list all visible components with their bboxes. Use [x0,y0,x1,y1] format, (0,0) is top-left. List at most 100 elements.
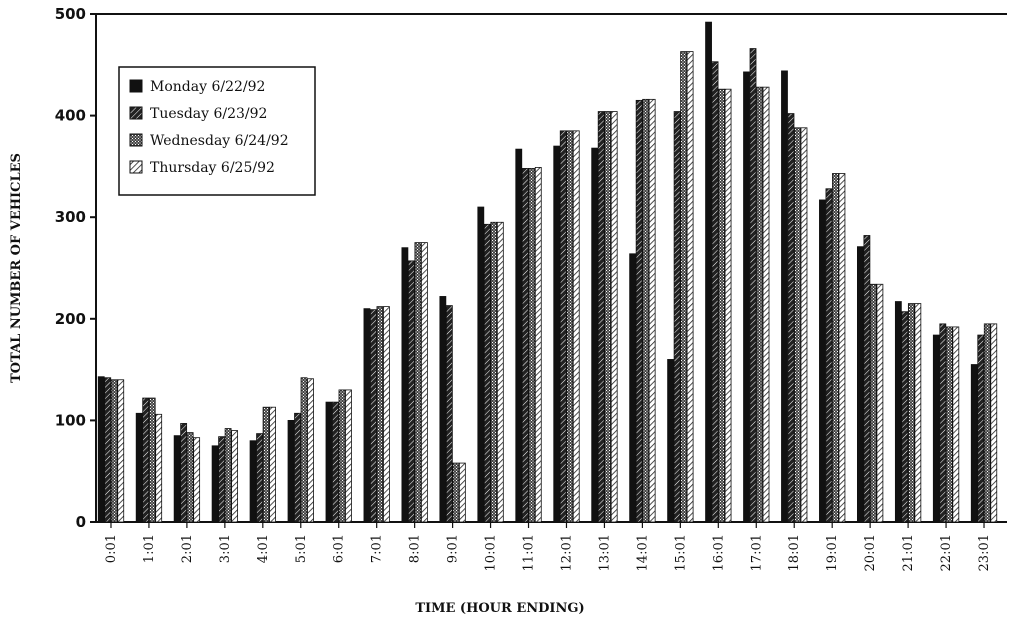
bar-3-501 [300,377,308,523]
x-axis-title: TIME (HOUR ENDING) [415,601,584,616]
bar-3-201 [186,432,194,523]
bar-4-601 [345,389,352,523]
legend-label-3: Wednesday 6/24/92 [150,133,289,149]
x-tick-label: 10:01 [484,534,499,571]
bar-1-1501 [667,359,675,523]
bar-2-2201 [939,323,947,523]
bar-3-601 [338,389,346,523]
bar-1-001 [97,376,105,523]
x-tick-label: 7:01 [370,534,385,563]
legend-swatch-2 [129,106,143,120]
bar-2-801 [407,260,415,523]
bar-4-401 [269,406,276,523]
legend: Monday 6/22/92 Tuesday 6/23/92 Wednesday 6… [118,66,316,196]
bar-3-901 [452,462,460,523]
legend-label-4: Thursday 6/25/92 [150,160,275,176]
bar-1-301 [211,445,219,523]
bar-4-2001 [876,283,884,523]
bar-2-401 [256,433,263,523]
bar-2-301 [218,436,226,523]
bar-4-1001 [496,221,504,523]
bar-1-1101 [515,148,523,523]
bar-1-1301 [591,147,599,523]
y-tick-label: 100 [55,411,86,429]
bar-3-2101 [907,303,915,523]
legend-label-1: Monday 6/22/92 [150,79,265,95]
bar-2-1101 [521,168,529,523]
bar-4-901 [458,462,466,523]
bar-1-1901 [819,199,826,523]
y-tick-label: 0 [76,513,86,531]
bar-4-2301 [990,323,998,523]
bar-2-2101 [901,311,909,523]
bar-4-701 [383,306,390,523]
x-tick-label: 2:01 [180,534,195,563]
bar-3-801 [414,242,422,523]
legend-label-2: Tuesday 6/23/92 [150,106,267,122]
bar-2-1801 [787,113,795,523]
x-tick-label: 19:01 [825,534,840,571]
bar-4-301 [231,430,239,523]
bar-1-101 [135,412,143,523]
bar-4-2101 [914,303,922,523]
y-tick-label: 300 [55,208,86,226]
x-tick-label: 9:01 [446,534,461,563]
bar-3-301 [224,428,232,523]
x-tick-label: 14:01 [635,534,650,571]
bar-4-1801 [800,127,808,523]
bar-1-1701 [743,71,750,523]
bar-3-2201 [945,326,953,523]
legend-swatch-4 [129,160,143,174]
x-tick-label: 16:01 [711,534,726,571]
x-tick-label: 23:01 [977,534,992,571]
bar-2-1201 [559,130,567,523]
bar-2-101 [142,397,150,523]
x-tick-label: 22:01 [939,534,954,571]
bar-3-2301 [983,323,991,523]
bar-3-1701 [756,86,763,523]
bar-2-1901 [825,188,833,523]
x-tick-label: 0:01 [104,534,119,563]
bar-1-801 [401,247,409,523]
bar-1-1201 [553,145,561,523]
bar-2-1501 [673,111,681,523]
bar-1-201 [173,435,181,523]
y-ticks: 0 100 200 300 400 500 [55,5,96,531]
bar-4-001 [117,379,125,523]
bar-2-1001 [483,223,491,523]
bar-4-1701 [762,86,770,523]
bar-3-2001 [869,283,877,523]
bar-2-501 [294,412,301,523]
y-axis-title: TOTAL NUMBER OF VEHICLES [9,153,24,383]
legend-box [118,66,316,196]
bar-1-2301 [970,364,978,523]
axes [95,13,1007,523]
x-tick-label: 20:01 [863,534,878,571]
bar-1-1401 [629,253,637,523]
x-tick-label: 17:01 [749,534,764,571]
bar-3-1601 [718,88,725,523]
bar-1-701 [363,308,371,523]
x-tick-label: 8:01 [408,534,423,563]
bar-2-001 [104,377,112,523]
bar-3-401 [262,406,270,523]
bar-3-701 [376,306,384,523]
x-tick-label: 1:01 [142,534,157,563]
bar-4-1401 [648,98,656,523]
bar-3-001 [110,379,118,523]
bar-3-1401 [642,98,650,523]
bar-2-601 [332,401,339,523]
bar-1-2201 [932,334,940,523]
bar-2-1701 [749,48,757,523]
bar-1-901 [439,296,447,523]
bars [97,21,998,523]
x-tick-label: 12:01 [559,534,574,571]
x-tick-label: 21:01 [901,534,916,571]
bar-4-2201 [952,326,960,523]
bar-4-101 [155,413,163,523]
x-tick-label: 6:01 [332,534,347,563]
bar-4-801 [420,242,428,523]
bar-1-2001 [856,246,864,523]
bar-4-201 [193,437,201,523]
